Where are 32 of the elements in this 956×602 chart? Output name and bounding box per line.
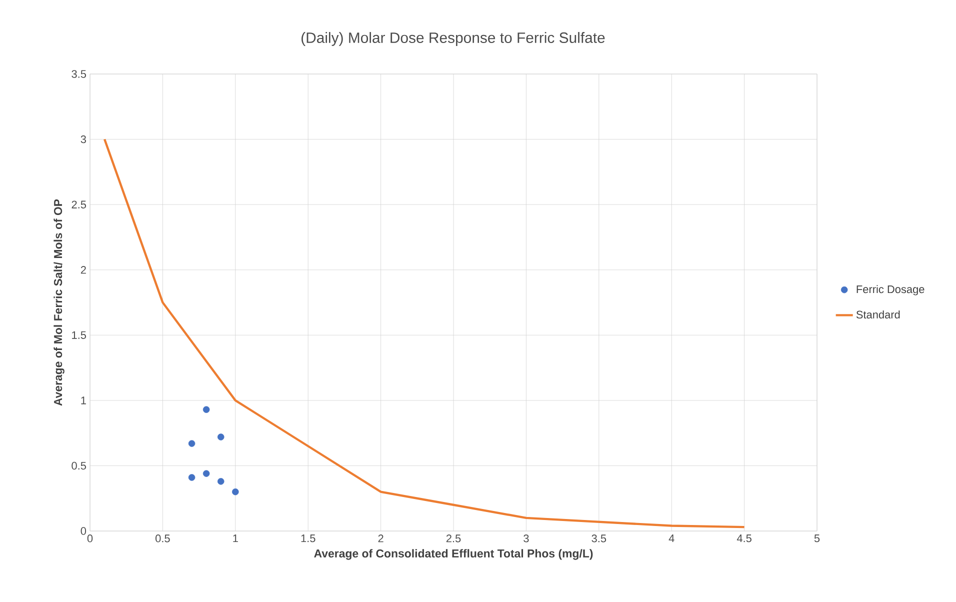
point [217,478,224,485]
y-tick-label: 0.5 [72,462,86,470]
x-tick-label: 1.5 [301,534,316,542]
y-tick-label: 2 [80,266,86,274]
x-axis-title: Average of Consolidated Effluent Total Phos (mg/L) [314,549,593,560]
point [217,434,224,440]
y-tick-label: 0 [80,527,86,535]
x-tick-label: 2.5 [446,534,461,542]
y-tick-label: 1 [81,396,86,404]
x-tick-label: 0.5 [156,534,170,542]
point [232,488,239,496]
point [202,470,210,477]
x-tick-label: 1 [233,534,238,542]
legend-label: Standard [856,310,900,319]
point [188,440,196,447]
x-tick-label: 4 [668,534,674,542]
x-tick-label: 5 [814,534,820,542]
x-tick-label: 2 [378,534,384,542]
y-tick-label: 2.5 [72,200,86,208]
y-tick-label: 1.5 [72,331,86,339]
chart-title: (Daily) Molar Dose Response to Ferric Sulfate [302,32,605,46]
y-tick-label: 3.5 [72,70,86,78]
legend-label: Ferric Dosage [856,285,924,296]
x-tick-label: 3.5 [592,534,606,542]
y-tick-label: 3 [80,135,86,144]
line-series [103,138,746,528]
y-axis-title: Average of Mol Ferric Salt/ Mols of OP [54,199,64,406]
point [202,406,210,413]
x-tick-label: 0 [87,534,93,542]
x-tick-label: 4.5 [736,534,752,542]
point [188,474,196,481]
x-tick-label: 3 [524,534,529,542]
